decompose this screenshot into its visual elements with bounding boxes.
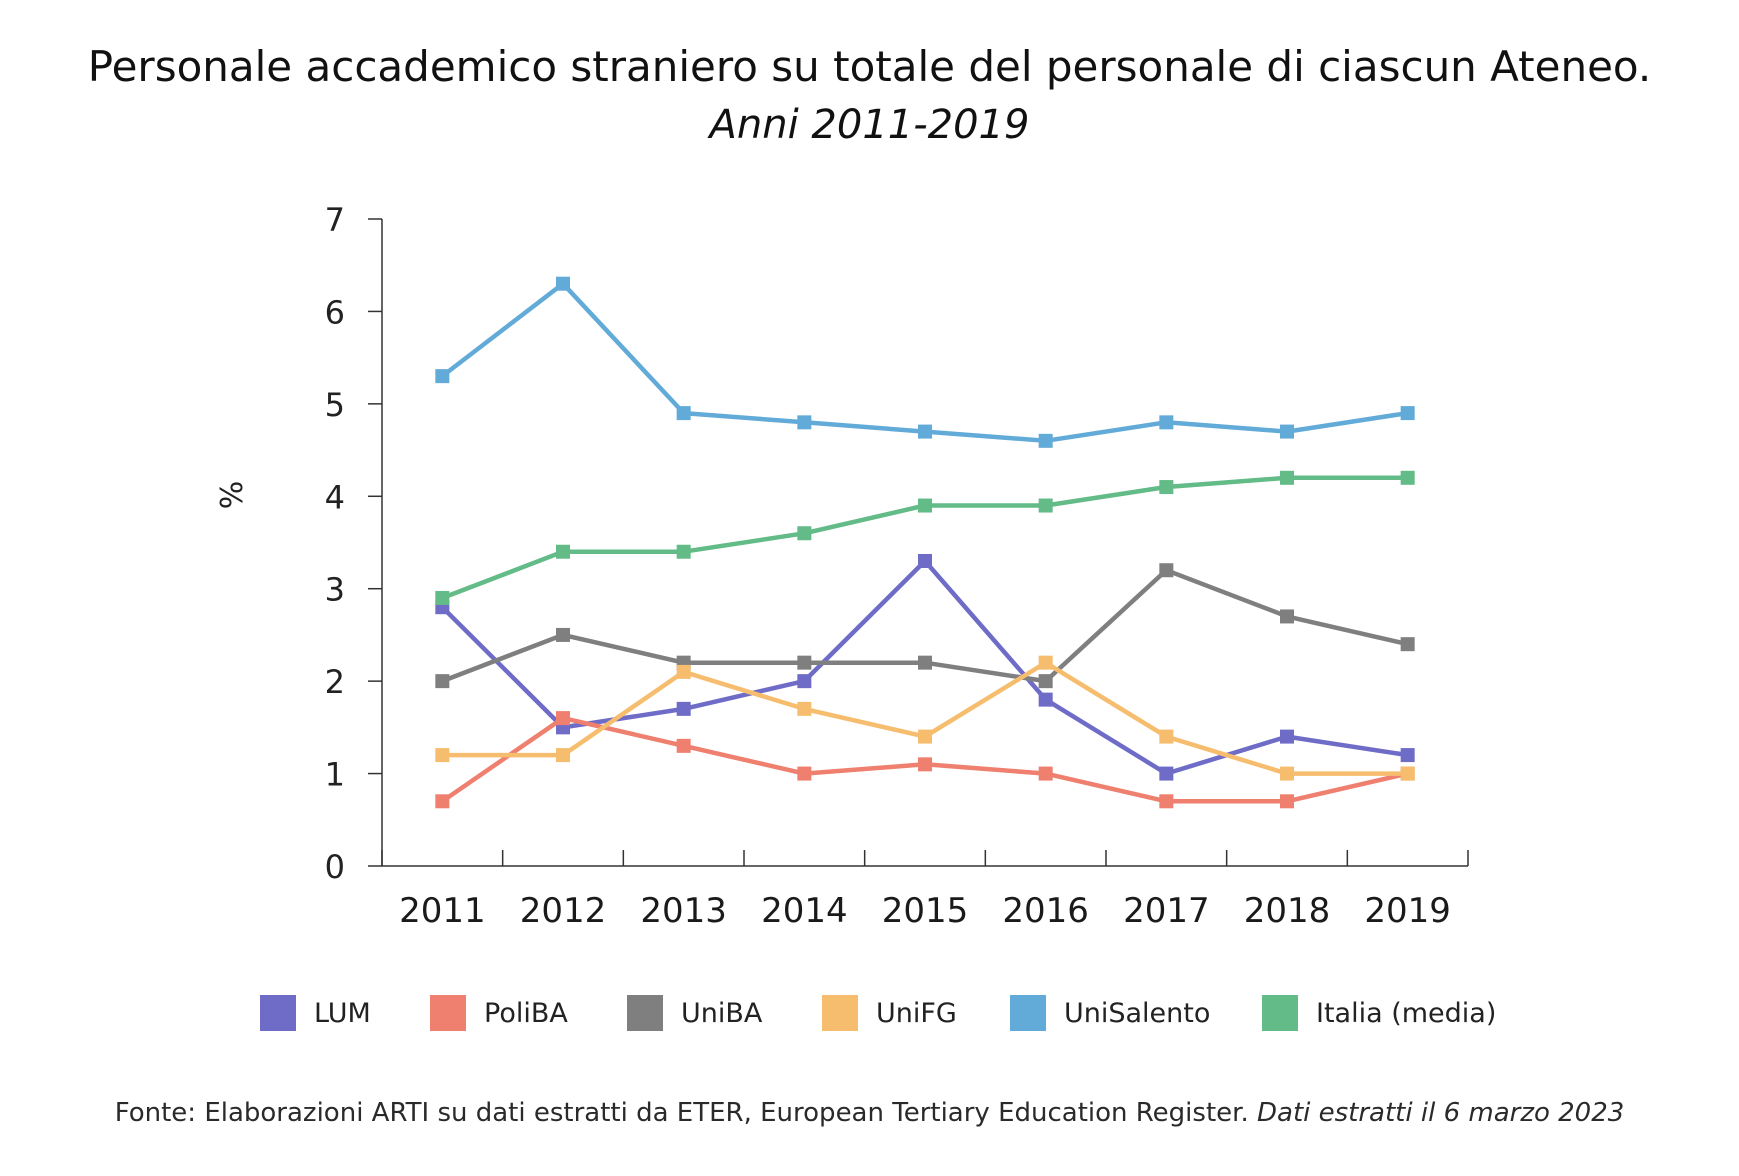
data-point — [918, 553, 932, 568]
data-point — [918, 757, 932, 772]
legend-swatch — [1262, 995, 1298, 1031]
legend-item: UniBA — [627, 995, 762, 1031]
legend-swatch — [1010, 995, 1046, 1031]
data-point — [676, 701, 691, 716]
legend-label: UniFG — [876, 997, 957, 1029]
data-point — [1159, 415, 1174, 430]
data-point — [1400, 766, 1415, 781]
y-axis-label: % — [215, 481, 250, 510]
legend-item: LUM — [260, 995, 371, 1031]
data-point — [676, 544, 691, 559]
legend-swatch — [260, 995, 296, 1031]
chart-subtitle: Anni 2011-2019 — [709, 102, 1030, 148]
x-tick-label: 2012 — [520, 891, 607, 931]
data-point — [1280, 424, 1294, 439]
x-tick-label: 2019 — [1364, 891, 1451, 931]
x-tick-label: 2014 — [761, 891, 848, 931]
legend-item: UniSalento — [1010, 995, 1210, 1031]
y-tick-label: 7 — [325, 201, 345, 239]
data-point — [676, 406, 691, 421]
data-point — [435, 674, 450, 689]
data-point — [1159, 794, 1174, 809]
y-tick-label: 6 — [325, 293, 345, 331]
data-point — [1159, 729, 1174, 744]
data-point — [556, 711, 570, 726]
series-italia-media- — [435, 470, 1415, 605]
data-point — [1038, 498, 1053, 513]
data-point — [1159, 563, 1174, 578]
y-tick-label: 2 — [325, 663, 345, 701]
legend-label: UniSalento — [1064, 997, 1211, 1029]
legend-swatch — [430, 995, 466, 1031]
legend-swatch — [627, 995, 663, 1031]
data-point — [1400, 470, 1415, 485]
x-tick-label: 2013 — [640, 891, 727, 931]
x-tick-label: 2017 — [1123, 891, 1210, 931]
data-point — [435, 794, 450, 809]
data-point — [435, 590, 450, 605]
chart-title: Personale accademico straniero su totale… — [87, 42, 1652, 91]
data-point — [1280, 470, 1294, 485]
x-tick-label: 2016 — [1002, 891, 1089, 931]
data-point — [797, 655, 812, 670]
data-point — [1400, 637, 1415, 652]
y-tick-label: 1 — [325, 756, 345, 794]
data-point — [797, 674, 812, 689]
data-point — [1038, 433, 1053, 448]
data-point — [676, 664, 691, 679]
legend-label: LUM — [314, 997, 371, 1029]
legend-item: Italia (media) — [1262, 995, 1496, 1031]
data-point — [918, 424, 932, 439]
legend-label: Italia (media) — [1316, 997, 1497, 1029]
legend-label: UniBA — [681, 997, 763, 1029]
series-line — [442, 660, 1408, 776]
data-point — [556, 276, 570, 291]
data-point — [1280, 729, 1294, 744]
data-point — [918, 498, 932, 513]
data-point — [918, 655, 932, 670]
data-point — [1280, 766, 1294, 781]
y-tick-label: 5 — [325, 386, 345, 424]
data-point — [1038, 674, 1053, 689]
x-tick-label: 2015 — [882, 891, 969, 931]
data-point — [1280, 794, 1294, 809]
source-note: Fonte: Elaborazioni ARTI su dati estratt… — [0, 1098, 1739, 1128]
series-line — [441, 475, 1408, 601]
legend-item: UniFG — [822, 995, 957, 1031]
data-point — [556, 748, 570, 763]
data-point — [1280, 609, 1294, 624]
data-point — [797, 526, 812, 541]
data-point — [676, 738, 691, 753]
data-point — [556, 544, 570, 559]
data-point — [1400, 748, 1415, 763]
y-tick-label: 0 — [325, 848, 345, 886]
series-unifg — [435, 655, 1415, 781]
data-point — [1400, 406, 1415, 421]
series-uniba — [435, 563, 1415, 689]
data-point — [797, 701, 812, 716]
data-point — [1038, 655, 1053, 670]
legend-label: PoliBA — [484, 997, 568, 1029]
series-unisalento — [435, 276, 1415, 448]
source-text: Fonte: Elaborazioni ARTI su dati estratt… — [114, 1098, 1249, 1128]
data-point — [1159, 480, 1174, 495]
data-point — [435, 369, 450, 384]
data-point — [435, 748, 450, 763]
data-point — [918, 729, 932, 744]
x-tick-label: 2011 — [399, 891, 486, 931]
legend-swatch — [822, 995, 858, 1031]
data-point — [1038, 692, 1053, 707]
source-date: Dati estratti il 6 marzo 2023 — [1256, 1098, 1625, 1128]
data-point — [797, 415, 812, 430]
y-tick-label: 3 — [325, 571, 345, 609]
data-point — [556, 627, 570, 642]
series-line — [440, 281, 1409, 444]
data-point — [1038, 766, 1053, 781]
x-tick-label: 2018 — [1244, 891, 1331, 931]
data-point — [1159, 766, 1174, 781]
y-tick-label: 4 — [325, 478, 345, 516]
data-point — [797, 766, 812, 781]
legend-item: PoliBA — [430, 995, 568, 1031]
